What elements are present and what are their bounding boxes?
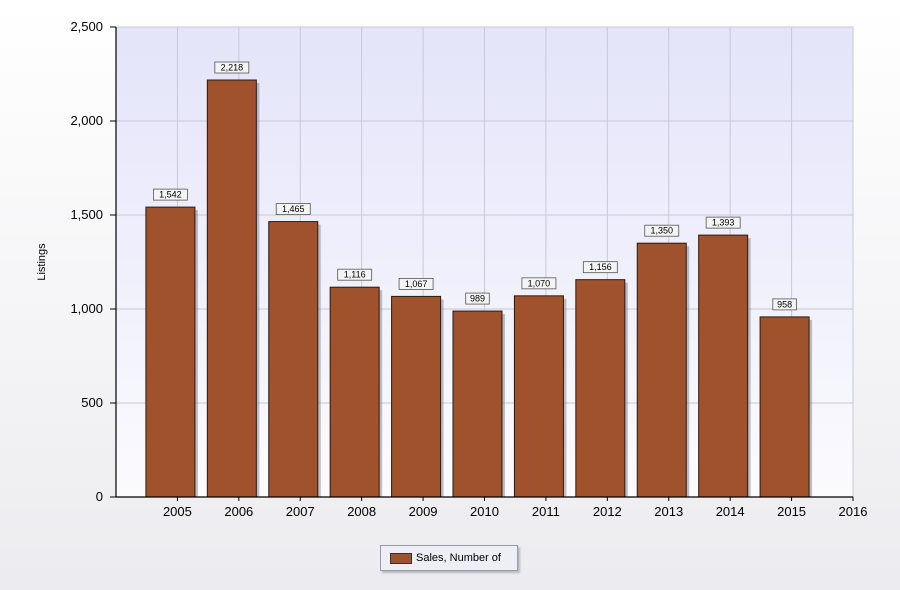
data-label-box <box>772 298 797 311</box>
x-tick-label: 2005 <box>163 504 192 519</box>
data-label-box <box>521 277 557 290</box>
data-label-box <box>644 224 680 237</box>
data-label: 989 <box>470 294 485 304</box>
data-label-box <box>465 292 490 305</box>
bar <box>329 286 380 498</box>
data-label: 2,218 <box>221 63 244 73</box>
y-tick-label: 500 <box>81 395 103 410</box>
data-label: 1,393 <box>712 218 735 228</box>
data-label: 958 <box>777 299 792 309</box>
data-label: 1,156 <box>589 262 612 272</box>
data-label: 1,542 <box>159 190 182 200</box>
x-tick-label: 2012 <box>593 504 622 519</box>
data-label-box <box>582 261 618 274</box>
data-label-box <box>337 268 373 281</box>
x-tick-label: 2008 <box>347 504 376 519</box>
bar <box>575 279 626 498</box>
bar-series: 1,542 2,218 1,465 1,116 1,067 989 1,070 1,156 1,… <box>145 61 813 498</box>
bar <box>636 242 687 498</box>
axes: 0 500 1,000 1,500 2,000 2,500 2005 2006 2007 2008… <box>70 19 867 519</box>
y-tick-label: 2,000 <box>70 113 103 128</box>
bar <box>698 234 749 498</box>
bar <box>759 316 810 498</box>
data-label-box <box>153 188 188 201</box>
legend-label: Sales, Number of <box>416 552 501 564</box>
data-label: 1,070 <box>528 278 551 288</box>
bar <box>145 206 196 498</box>
bar <box>391 295 442 498</box>
bar <box>268 221 319 498</box>
x-tick-label: 2014 <box>716 504 745 519</box>
bar <box>452 310 503 498</box>
data-label: 1,067 <box>405 279 428 289</box>
legend: Sales, Number of <box>380 545 518 571</box>
x-tick-label: 2013 <box>654 504 683 519</box>
x-tick-label: 2016 <box>839 504 868 519</box>
y-tick-label: 0 <box>96 489 103 504</box>
y-tick-label: 1,000 <box>70 301 103 316</box>
x-tick-label: 2007 <box>286 504 315 519</box>
y-axis-title: Listings <box>36 243 48 281</box>
x-tick-label: 2010 <box>470 504 499 519</box>
data-label: 1,350 <box>650 226 673 236</box>
x-tick-label: 2009 <box>409 504 438 519</box>
y-tick-label: 2,500 <box>70 19 103 34</box>
legend-swatch <box>390 552 412 564</box>
x-tick-label: 2015 <box>777 504 806 519</box>
y-tick-label: 1,500 <box>70 207 103 222</box>
bar <box>513 295 564 498</box>
bar <box>206 79 257 498</box>
data-label-box <box>275 203 311 215</box>
data-label: 1,116 <box>344 270 366 280</box>
data-label: 1,465 <box>282 204 305 214</box>
data-label-box <box>214 61 250 74</box>
data-label-box <box>398 278 434 290</box>
x-tick-label: 2006 <box>224 504 253 519</box>
data-label-box <box>705 216 741 229</box>
x-tick-label: 2011 <box>532 504 560 519</box>
